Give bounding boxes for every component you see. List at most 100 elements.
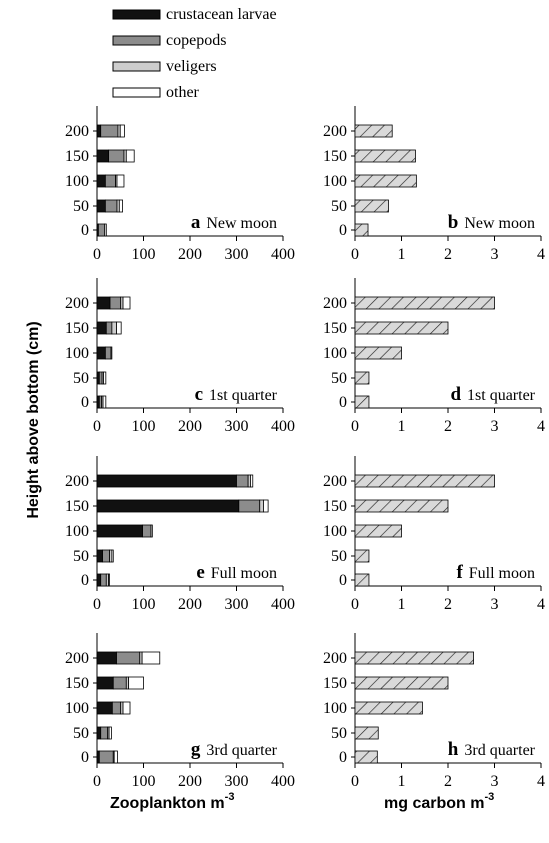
- x-tick-label: 200: [178, 246, 202, 263]
- bar: [354, 750, 378, 764]
- bar-segment: [96, 174, 106, 188]
- y-tick-label: 200: [65, 295, 89, 312]
- legend: crustacean larvae copepods veligers other: [112, 6, 277, 101]
- y-tick-label: 50: [73, 725, 89, 742]
- bar-segment: [141, 651, 161, 665]
- x-tick-label: 200: [178, 418, 202, 435]
- bar-segment: [100, 124, 119, 138]
- y-tick-label: 150: [323, 675, 347, 692]
- panel-label: b New moon: [448, 212, 535, 233]
- bar: [354, 726, 379, 740]
- x-tick-label: 3: [491, 773, 499, 790]
- bar-segment: [96, 524, 143, 538]
- x-axis-title-left-sup: -3: [225, 791, 235, 803]
- panel-e: 200 150 100 50 00 100 200 300 400 e Full moon: [65, 456, 295, 613]
- bar-segment: [108, 573, 110, 587]
- y-tick-label: 100: [323, 700, 347, 717]
- bar: [354, 676, 449, 690]
- panel-title: 1st quarter: [467, 387, 536, 404]
- bar: [354, 499, 449, 513]
- bar-segment: [96, 651, 117, 665]
- x-tick-label: 100: [132, 418, 156, 435]
- panel-title: Full moon: [469, 565, 535, 582]
- y-tick-label: 200: [323, 123, 347, 140]
- y-tick-label: 50: [73, 548, 89, 565]
- x-tick-label: 4: [537, 246, 545, 263]
- bar-segment: [116, 321, 122, 335]
- y-tick-label: 150: [65, 320, 89, 337]
- x-tick-label: 0: [93, 773, 101, 790]
- y-tick-label: 0: [81, 222, 89, 239]
- x-tick-label: 100: [132, 596, 156, 613]
- bar: [354, 524, 402, 538]
- y-tick-label: 150: [65, 675, 89, 692]
- y-tick-label: 100: [65, 173, 89, 190]
- x-tick-label: 1: [398, 246, 406, 263]
- x-tick-label: 0: [93, 418, 101, 435]
- bar-segment: [263, 499, 269, 513]
- bar-segment: [104, 199, 118, 213]
- legend-label: veligers: [166, 58, 217, 75]
- panel-label: e Full moon: [196, 562, 277, 583]
- legend-label: crustacean larvae: [166, 6, 277, 23]
- y-tick-label: 100: [323, 345, 347, 362]
- x-tick-label: 3: [491, 596, 499, 613]
- bar-segment: [111, 549, 114, 563]
- x-tick-label: 0: [351, 246, 359, 263]
- y-tick-label: 150: [323, 148, 347, 165]
- bar-segment: [100, 726, 109, 740]
- y-tick-label: 0: [339, 394, 347, 411]
- bar-segment: [96, 549, 103, 563]
- y-tick-label: 200: [323, 295, 347, 312]
- panel-letter: h: [448, 739, 459, 760]
- bar: [354, 549, 370, 563]
- bar-segment: [96, 676, 114, 690]
- x-axis-title-right-main: mg carbon m: [384, 795, 484, 812]
- panel-letter: d: [450, 384, 461, 405]
- panel-label: d 1st quarter: [450, 384, 535, 405]
- bar: [354, 223, 369, 237]
- panel-letter: f: [456, 562, 463, 583]
- panel-label: c 1st quarter: [195, 384, 278, 405]
- x-tick-label: 4: [537, 596, 545, 613]
- panel-title: 3rd quarter: [464, 742, 535, 759]
- bar-segment: [105, 321, 113, 335]
- bar-segment: [98, 750, 114, 764]
- y-tick-label: 100: [65, 345, 89, 362]
- panel-a: 200 150 100 50 00 100 200 300 400 a New moon: [65, 106, 295, 263]
- bar: [354, 346, 402, 360]
- x-tick-label: 0: [351, 596, 359, 613]
- bar: [354, 395, 370, 409]
- bar-segment: [111, 701, 122, 715]
- y-tick-label: 200: [65, 650, 89, 667]
- bar-segment: [96, 321, 107, 335]
- legend-label: other: [166, 84, 200, 101]
- bar-segment: [96, 199, 106, 213]
- bar-segment: [96, 573, 102, 587]
- x-axis-title-right: mg carbon m-3: [384, 791, 494, 812]
- panel-letter: b: [448, 212, 459, 233]
- bar: [354, 371, 370, 385]
- legend-swatch: [112, 35, 161, 46]
- x-tick-label: 400: [271, 596, 295, 613]
- y-tick-label: 150: [323, 320, 347, 337]
- x-tick-label: 300: [225, 246, 249, 263]
- bar-segment: [150, 524, 153, 538]
- y-tick-label: 50: [331, 548, 347, 565]
- bar: [354, 296, 495, 310]
- y-tick-label: 150: [65, 498, 89, 515]
- bar: [354, 124, 393, 138]
- panel-f: 200 150 100 50 00 1 2 3 4 f Full moon: [323, 456, 545, 613]
- x-tick-label: 0: [351, 773, 359, 790]
- y-tick-label: 0: [339, 749, 347, 766]
- y-tick-label: 200: [323, 650, 347, 667]
- bar-segment: [236, 474, 249, 488]
- y-tick-label: 0: [81, 572, 89, 589]
- x-tick-label: 4: [537, 418, 545, 435]
- x-tick-label: 300: [225, 418, 249, 435]
- y-tick-label: 50: [73, 198, 89, 215]
- panel-h: 200 150 100 50 00 1 2 3 4 h 3rd quarter: [323, 633, 545, 790]
- bar: [354, 651, 474, 665]
